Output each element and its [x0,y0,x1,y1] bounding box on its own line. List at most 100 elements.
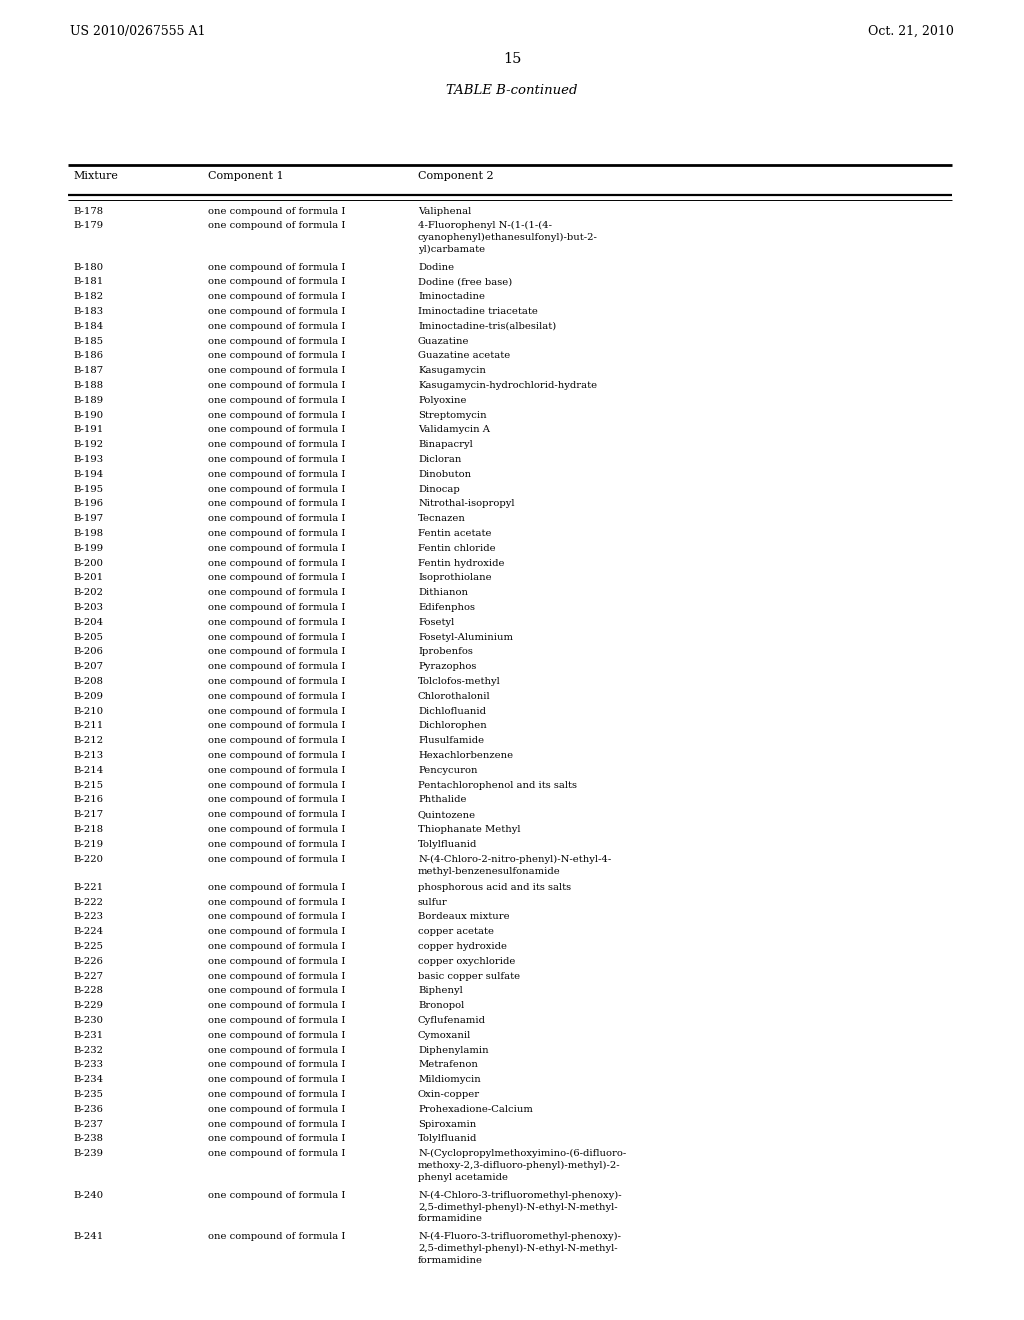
Text: Valiphenal: Valiphenal [418,206,471,215]
Text: Spiroxamin: Spiroxamin [418,1119,476,1129]
Text: B-232: B-232 [73,1045,103,1055]
Text: Fosetyl: Fosetyl [418,618,455,627]
Text: Dinobuton: Dinobuton [418,470,471,479]
Text: Iminoctadine triacetate: Iminoctadine triacetate [418,308,538,315]
Text: B-184: B-184 [73,322,103,331]
Text: Bronopol: Bronopol [418,1001,464,1010]
Text: N-(4-Chloro-2-nitro-phenyl)-N-ethyl-4-
methyl-benzenesulfonamide: N-(4-Chloro-2-nitro-phenyl)-N-ethyl-4- m… [418,854,611,875]
Text: B-193: B-193 [73,455,103,465]
Text: Chlorothalonil: Chlorothalonil [418,692,490,701]
Text: one compound of formula I: one compound of formula I [208,706,345,715]
Text: B-211: B-211 [73,722,103,730]
Text: B-179: B-179 [73,222,103,230]
Text: basic copper sulfate: basic copper sulfate [418,972,520,981]
Text: one compound of formula I: one compound of formula I [208,322,345,331]
Text: Iminoctadine-tris(albesilat): Iminoctadine-tris(albesilat) [418,322,556,331]
Text: Dicloran: Dicloran [418,455,462,465]
Text: Kasugamycin: Kasugamycin [418,366,485,375]
Text: one compound of formula I: one compound of formula I [208,292,345,301]
Text: one compound of formula I: one compound of formula I [208,499,345,508]
Text: one compound of formula I: one compound of formula I [208,692,345,701]
Text: one compound of formula I: one compound of formula I [208,484,345,494]
Text: Fentin acetate: Fentin acetate [418,529,492,539]
Text: B-202: B-202 [73,589,103,597]
Text: Pyrazophos: Pyrazophos [418,663,476,672]
Text: B-239: B-239 [73,1150,103,1158]
Text: B-187: B-187 [73,366,103,375]
Text: Pentachlorophenol and its salts: Pentachlorophenol and its salts [418,780,577,789]
Text: one compound of formula I: one compound of formula I [208,441,345,449]
Text: Flusulfamide: Flusulfamide [418,737,484,746]
Text: one compound of formula I: one compound of formula I [208,677,345,686]
Text: one compound of formula I: one compound of formula I [208,927,345,936]
Text: Guazatine acetate: Guazatine acetate [418,351,510,360]
Text: B-226: B-226 [73,957,102,966]
Text: Dithianon: Dithianon [418,589,468,597]
Text: B-224: B-224 [73,927,103,936]
Text: Fentin chloride: Fentin chloride [418,544,496,553]
Text: B-231: B-231 [73,1031,103,1040]
Text: one compound of formula I: one compound of formula I [208,898,345,907]
Text: Streptomycin: Streptomycin [418,411,486,420]
Text: one compound of formula I: one compound of formula I [208,515,345,523]
Text: B-237: B-237 [73,1119,103,1129]
Text: one compound of formula I: one compound of formula I [208,883,345,892]
Text: one compound of formula I: one compound of formula I [208,337,345,346]
Text: one compound of formula I: one compound of formula I [208,1001,345,1010]
Text: Component 1: Component 1 [208,172,284,181]
Text: Edifenphos: Edifenphos [418,603,475,612]
Text: one compound of formula I: one compound of formula I [208,1031,345,1040]
Text: Nitrothal-isopropyl: Nitrothal-isopropyl [418,499,514,508]
Text: Phthalide: Phthalide [418,796,467,804]
Text: one compound of formula I: one compound of formula I [208,618,345,627]
Text: B-221: B-221 [73,883,103,892]
Text: Tolylfluanid: Tolylfluanid [418,1134,477,1143]
Text: B-203: B-203 [73,603,103,612]
Text: one compound of formula I: one compound of formula I [208,840,345,849]
Text: phosphorous acid and its salts: phosphorous acid and its salts [418,883,571,892]
Text: Diphenylamin: Diphenylamin [418,1045,488,1055]
Text: one compound of formula I: one compound of formula I [208,455,345,465]
Text: one compound of formula I: one compound of formula I [208,737,345,746]
Text: Kasugamycin-hydrochlorid-hydrate: Kasugamycin-hydrochlorid-hydrate [418,381,597,391]
Text: Cymoxanil: Cymoxanil [418,1031,471,1040]
Text: Metrafenon: Metrafenon [418,1060,478,1069]
Text: Guazatine: Guazatine [418,337,469,346]
Text: one compound of formula I: one compound of formula I [208,722,345,730]
Text: B-223: B-223 [73,912,103,921]
Text: B-192: B-192 [73,441,103,449]
Text: B-199: B-199 [73,544,103,553]
Text: one compound of formula I: one compound of formula I [208,972,345,981]
Text: B-236: B-236 [73,1105,102,1114]
Text: Fosetyl-Aluminium: Fosetyl-Aluminium [418,632,513,642]
Text: one compound of formula I: one compound of formula I [208,825,345,834]
Text: 15: 15 [503,51,521,66]
Text: B-240: B-240 [73,1191,103,1200]
Text: Oxin-copper: Oxin-copper [418,1090,480,1100]
Text: copper oxychloride: copper oxychloride [418,957,515,966]
Text: B-210: B-210 [73,706,103,715]
Text: B-201: B-201 [73,573,103,582]
Text: B-208: B-208 [73,677,103,686]
Text: Prohexadione-Calcium: Prohexadione-Calcium [418,1105,532,1114]
Text: B-235: B-235 [73,1090,103,1100]
Text: Dinocap: Dinocap [418,484,460,494]
Text: one compound of formula I: one compound of formula I [208,1134,345,1143]
Text: 4-Fluorophenyl N-(1-(1-(4-
cyanophenyl)ethanesulfonyl)-but-2-
yl)carbamate: 4-Fluorophenyl N-(1-(1-(4- cyanophenyl)e… [418,222,598,255]
Text: B-218: B-218 [73,825,103,834]
Text: B-225: B-225 [73,942,103,950]
Text: B-190: B-190 [73,411,103,420]
Text: B-234: B-234 [73,1076,103,1084]
Text: Dichlofluanid: Dichlofluanid [418,706,486,715]
Text: B-185: B-185 [73,337,103,346]
Text: one compound of formula I: one compound of formula I [208,558,345,568]
Text: one compound of formula I: one compound of formula I [208,1016,345,1026]
Text: B-229: B-229 [73,1001,103,1010]
Text: B-180: B-180 [73,263,103,272]
Text: B-178: B-178 [73,206,103,215]
Text: B-222: B-222 [73,898,103,907]
Text: Mildiomycin: Mildiomycin [418,1076,480,1084]
Text: B-182: B-182 [73,292,103,301]
Text: Validamycin A: Validamycin A [418,425,490,434]
Text: B-195: B-195 [73,484,103,494]
